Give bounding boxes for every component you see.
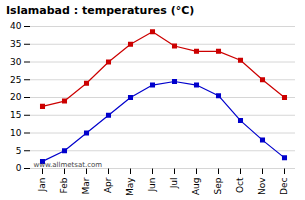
svg-text:Oct: Oct (235, 177, 245, 193)
html-text:Islamabad : temperatures (°C): Islamabad : temperatures (°C) (6, 4, 195, 17)
svg-text:Jan: Jan (37, 178, 47, 193)
svg-text:Jun: Jun (147, 178, 157, 193)
svg-text:35: 35 (10, 39, 21, 49)
svg-text:0: 0 (16, 163, 22, 173)
svg-text:15: 15 (10, 110, 21, 120)
svg-text:5: 5 (16, 146, 22, 156)
svg-text:Feb: Feb (59, 177, 69, 193)
svg-text:May: May (125, 177, 135, 196)
svg-text:40: 40 (10, 21, 22, 31)
svg-text:Nov: Nov (257, 177, 267, 195)
svg-text:Apr: Apr (103, 177, 113, 193)
svg-text:Mar: Mar (81, 177, 91, 194)
svg-text:www.allmetsat.com: www.allmetsat.com (34, 161, 103, 169)
svg-text:30: 30 (10, 57, 22, 67)
svg-text:Dec: Dec (279, 177, 289, 194)
svg-text:25: 25 (10, 75, 21, 85)
svg-text:Sep: Sep (213, 177, 223, 194)
svg-text:Aug: Aug (191, 178, 201, 196)
svg-text:20: 20 (10, 92, 22, 102)
svg-text:Jul: Jul (169, 178, 179, 190)
svg-text:10: 10 (10, 128, 22, 138)
